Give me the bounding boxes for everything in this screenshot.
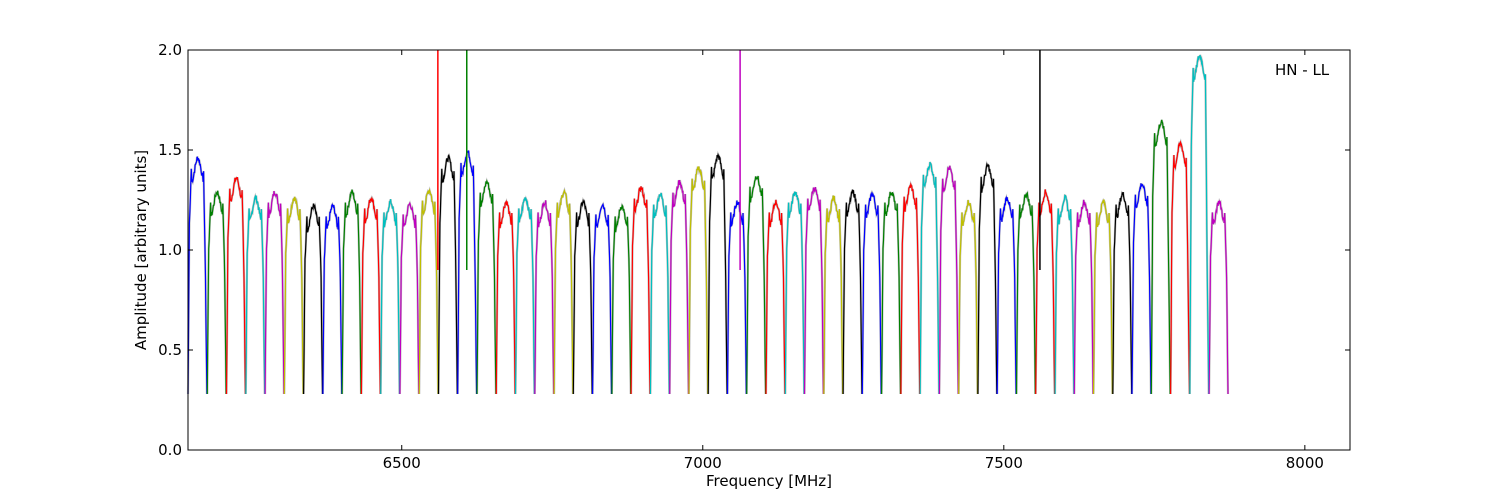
y-tick-label: 0.0 [158, 441, 182, 459]
channel-line [399, 201, 420, 395]
channel-line [341, 189, 362, 395]
channel-line [534, 200, 555, 395]
channel-line [1015, 191, 1036, 395]
x-tick-label: 7000 [684, 454, 722, 472]
background-series [186, 54, 1230, 395]
channel-line [900, 182, 921, 395]
y-axis-ticks: 0.0 0.5 1.0 1.5 2.0 [158, 41, 1350, 459]
channel-line [611, 203, 632, 395]
channel-line [977, 162, 998, 395]
channel-line [881, 191, 902, 395]
x-axis-label: Frequency [MHz] [706, 472, 832, 490]
channel-line [669, 179, 690, 395]
channel-line [225, 176, 246, 395]
channel-line [553, 188, 574, 395]
channel-line [495, 199, 516, 395]
channel-line [476, 179, 497, 395]
channel-line [1150, 119, 1171, 395]
x-axis-ticks: 6500 7000 7500 8000 [383, 50, 1324, 472]
channel-line [707, 152, 728, 395]
y-tick-label: 2.0 [158, 41, 182, 59]
channel-line [688, 166, 709, 395]
channel-line [996, 195, 1017, 395]
x-tick-label: 6500 [383, 454, 421, 472]
channel-line [1054, 194, 1075, 395]
channel-line [1073, 199, 1094, 395]
channel-line [1131, 183, 1152, 395]
x-tick-label: 8000 [1286, 454, 1324, 472]
channel-line [958, 199, 979, 395]
series-annotation: HN - LL [1275, 61, 1330, 79]
channel-line [784, 191, 805, 395]
series-group [187, 54, 1229, 395]
channel-line [630, 186, 651, 395]
channel-line [765, 199, 786, 395]
channel-line [206, 190, 227, 395]
channel-line [1189, 54, 1210, 395]
channel-line [592, 202, 613, 395]
channel-line [303, 203, 324, 395]
spike-group [437, 50, 1041, 270]
channel-line [380, 199, 401, 395]
channel-line [746, 175, 767, 395]
channel-line [1092, 199, 1113, 395]
channel-line [861, 191, 882, 395]
channel-line [726, 200, 747, 395]
channel-line [264, 191, 285, 395]
y-tick-label: 1.5 [158, 141, 182, 159]
channel-line [514, 196, 535, 395]
channel-line [360, 196, 381, 395]
channel-line [649, 192, 670, 395]
channel-line [938, 165, 959, 395]
channel-line [245, 194, 266, 395]
channel-line [322, 203, 343, 395]
channel-line [437, 153, 458, 395]
channel-line [1035, 189, 1056, 395]
channel-line [1112, 191, 1133, 395]
channel-line [283, 196, 304, 395]
x-tick-label: 7500 [985, 454, 1023, 472]
y-tick-label: 0.5 [158, 341, 182, 359]
channel-line [823, 195, 844, 395]
channel-line [1170, 140, 1191, 395]
channel-line [919, 161, 940, 395]
channel-line [1208, 199, 1229, 395]
y-axis-label: Amplitude [arbitrary units] [132, 150, 150, 350]
channel-line [842, 189, 863, 395]
y-tick-label: 1.0 [158, 241, 182, 259]
channel-line [418, 188, 439, 395]
channel-line [572, 198, 593, 395]
channel-line [187, 156, 208, 395]
channel-line [803, 186, 824, 395]
